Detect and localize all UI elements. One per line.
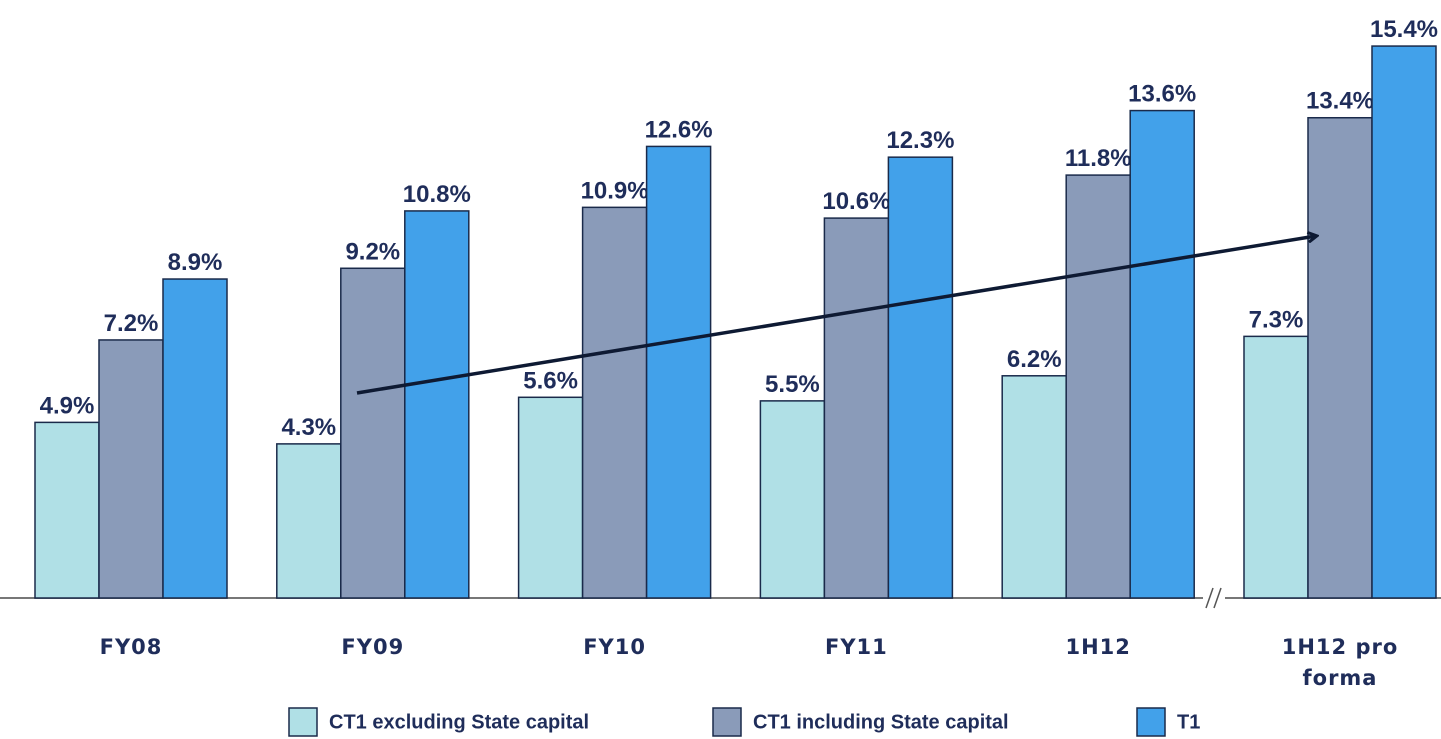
bar	[1001, 375, 1067, 599]
bar	[1065, 174, 1131, 599]
value-label: 4.9%	[40, 392, 95, 419]
bar	[759, 400, 826, 599]
bar	[1243, 335, 1309, 599]
bar	[162, 278, 228, 599]
bar	[1371, 45, 1437, 599]
value-label: 7.3%	[1249, 306, 1304, 333]
value-label: 4.3%	[281, 414, 336, 441]
value-label: 13.4%	[1306, 88, 1374, 115]
bar	[517, 396, 584, 599]
x-tick-label: FY10	[583, 635, 646, 659]
x-tick-label: 1H12 pro forma	[1281, 635, 1399, 690]
value-label: 12.6%	[645, 116, 713, 143]
value-label: 10.8%	[403, 181, 471, 208]
bar	[1307, 116, 1373, 599]
legend-label: CT1 excluding State capital	[329, 711, 589, 733]
bar	[34, 421, 100, 599]
legend-label: T1	[1177, 711, 1200, 733]
legend-swatch	[1136, 707, 1166, 737]
value-label: 5.5%	[765, 371, 820, 398]
value-label: 11.8%	[1065, 145, 1132, 172]
bar	[404, 210, 470, 599]
value-label: 10.6%	[822, 188, 890, 215]
value-label: 13.6%	[1128, 81, 1196, 108]
bar	[276, 443, 342, 599]
value-label: 6.2%	[1007, 346, 1062, 373]
value-label: 8.9%	[168, 249, 223, 276]
value-label: 9.2%	[345, 238, 400, 265]
value-label: 10.9%	[581, 177, 649, 204]
legend-swatch	[712, 707, 742, 737]
bar	[823, 217, 890, 599]
axis-break	[1203, 587, 1225, 609]
x-tick-label: FY11	[825, 635, 888, 659]
legend-swatch	[288, 707, 318, 737]
x-tick-label: 1H12	[1065, 635, 1131, 659]
value-label: 7.2%	[104, 310, 159, 337]
legend-label: CT1 including State capital	[753, 711, 1009, 733]
trend-arrow	[356, 236, 1316, 395]
value-label: 12.3%	[886, 127, 954, 154]
x-tick-label: FY08	[99, 635, 163, 659]
value-label: 5.6%	[523, 367, 578, 394]
bar	[98, 339, 164, 599]
x-tick-label: FY09	[341, 635, 405, 659]
value-label: 15.4%	[1370, 16, 1438, 43]
bar	[887, 156, 954, 599]
bar	[340, 267, 406, 599]
bar	[581, 206, 648, 599]
bar	[1129, 109, 1195, 599]
bar	[645, 145, 712, 599]
